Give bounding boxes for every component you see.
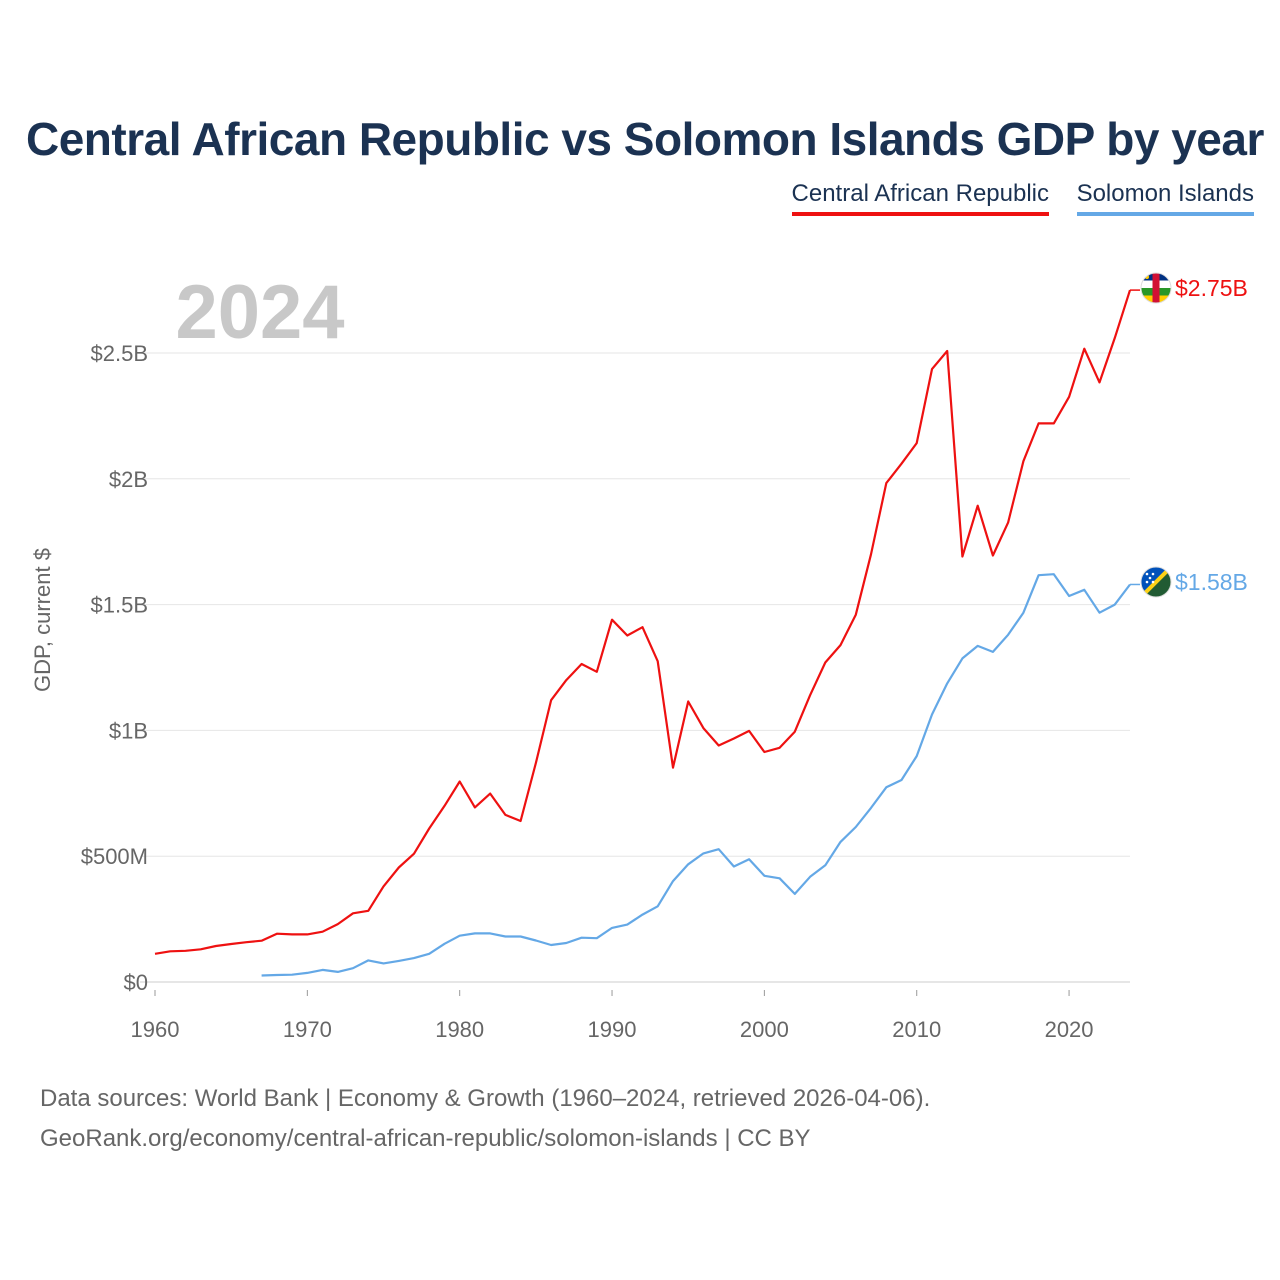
gridlines xyxy=(140,352,1130,983)
y-axis-ticks: $0 $500M $1B $1.5B $2B $2.5B xyxy=(81,341,148,995)
y-axis-label: GDP, current $ xyxy=(30,548,55,692)
y-tick-label: $1B xyxy=(109,718,148,743)
source-line-2[interactable]: GeoRank.org/economy/central-african-repu… xyxy=(40,1125,811,1152)
chart-title: Central African Republic vs Solomon Isla… xyxy=(26,113,1264,165)
y-tick-label: $1.5B xyxy=(91,593,149,618)
series-lines xyxy=(154,289,1140,977)
year-watermark: 2024 xyxy=(175,270,344,355)
y-tick-label: $0 xyxy=(124,970,148,995)
series-line-central-african-republic xyxy=(154,289,1132,955)
y-tick-label: $2B xyxy=(109,467,148,492)
y-tick-label: $2.5B xyxy=(91,341,149,366)
y-tick-label: $500M xyxy=(81,844,148,869)
series-line-solomon-islands xyxy=(261,573,1131,977)
x-tick-label: 1970 xyxy=(283,1017,332,1042)
line-chart: $0 $500M $1B $1.5B $2B $2.5B 1960 1970 1980 1990… xyxy=(30,270,1248,1042)
x-tick-label: 2020 xyxy=(1045,1017,1094,1042)
end-value-label-solomon-islands: $1.58B xyxy=(1175,569,1248,595)
source-line-1: Data sources: World Bank | Economy & Gro… xyxy=(40,1085,931,1112)
end-value-label-central-african-republic: $2.75B xyxy=(1175,275,1248,301)
legend-central-african-republic[interactable]: Central African Republic xyxy=(791,180,1049,216)
x-tick-label: 2010 xyxy=(892,1017,941,1042)
x-tick-label: 2000 xyxy=(740,1017,789,1042)
x-axis-ticks: 1960 1970 1980 1990 2000 2010 2020 xyxy=(131,990,1094,1042)
x-tick-label: 1980 xyxy=(435,1017,484,1042)
x-tick-label: 1960 xyxy=(131,1017,180,1042)
x-tick-label: 1990 xyxy=(588,1017,637,1042)
legend-solomon-islands[interactable]: Solomon Islands xyxy=(1076,180,1254,216)
flag-solomon-islands-icon xyxy=(1141,567,1171,597)
